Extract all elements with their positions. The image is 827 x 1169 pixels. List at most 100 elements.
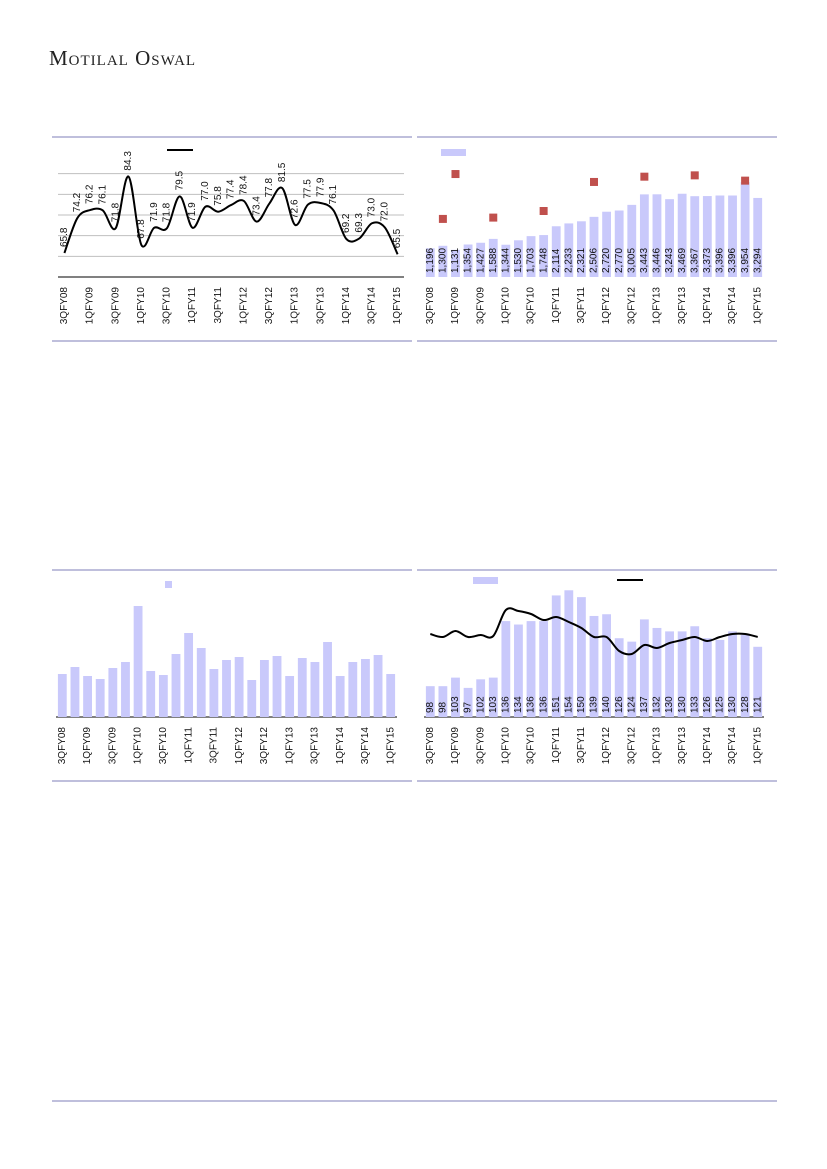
data-label: 65.8 [59, 227, 70, 247]
data-label: 79.5 [174, 170, 185, 190]
data-label: 2,233 [563, 248, 574, 273]
bar [425, 686, 435, 717]
x-tick-label: 1QFY10 [500, 287, 511, 325]
data-label: 3,294 [752, 248, 763, 273]
data-label: 2,114 [551, 248, 562, 273]
data-label: 3,396 [727, 248, 738, 273]
data-label: 1,748 [538, 248, 549, 273]
x-tick-label: 3QFY12 [259, 727, 270, 765]
data-label: 77.4 [226, 179, 237, 199]
bar [740, 182, 750, 277]
bar [234, 657, 244, 717]
data-label: 136 [538, 696, 549, 713]
bar [577, 597, 586, 717]
bar [501, 621, 511, 717]
bar [247, 680, 257, 717]
bar [146, 671, 156, 717]
bar [373, 655, 383, 717]
data-label: 154 [563, 696, 574, 713]
bar [121, 662, 130, 717]
data-label: 133 [689, 696, 700, 713]
data-label: 121 [752, 696, 763, 713]
x-tick-label: 3QFY11 [576, 287, 587, 324]
bar [259, 660, 269, 717]
x-tick-label: 3QFY09 [475, 727, 486, 765]
data-label: 2,770 [614, 248, 625, 273]
x-tick-label: 1QFY15 [752, 287, 763, 325]
x-tick-label: 1QFY09 [450, 727, 461, 765]
bar [551, 595, 561, 717]
x-tick-label: 1QFY14 [702, 727, 713, 765]
data-label: 1,427 [475, 248, 486, 273]
bar [652, 627, 662, 717]
x-tick-label: 1QFY15 [385, 727, 396, 765]
data-label: 72.0 [379, 201, 390, 221]
data-label: 65.5 [392, 228, 403, 248]
bar [564, 590, 574, 717]
x-tick-label: 3QFY10 [526, 287, 537, 325]
data-label: 134 [513, 696, 524, 713]
bar [476, 679, 486, 717]
data-label: 69.3 [354, 213, 365, 233]
x-tick-label: 3QFY08 [425, 727, 436, 765]
data-label: 98 [425, 701, 436, 713]
bar [702, 638, 712, 717]
data-label: 132 [652, 696, 663, 713]
data-label: 75.8 [213, 186, 224, 206]
bar [285, 676, 295, 717]
bar [677, 193, 687, 277]
x-tick-label: 3QFY12 [626, 287, 637, 325]
data-label: 3,443 [639, 248, 650, 273]
legends [165, 149, 643, 588]
data-label: 130 [677, 696, 688, 713]
bar [526, 621, 536, 717]
bar [577, 221, 586, 277]
data-label: 97 [463, 701, 474, 713]
data-label: 128 [740, 696, 751, 713]
data-label: 77.0 [200, 181, 211, 201]
bar [526, 236, 536, 277]
x-tick-label: 3QFY14 [360, 727, 371, 765]
x-tick-label: 3QFY10 [158, 727, 169, 765]
bar [665, 199, 674, 277]
bar [677, 631, 687, 717]
bar [551, 226, 561, 277]
data-label: 98 [438, 701, 449, 713]
bar [690, 626, 700, 717]
data-label: 76.1 [97, 185, 108, 205]
marker [640, 172, 649, 181]
data-label: 103 [488, 696, 499, 713]
bar [297, 658, 307, 717]
data-label: 151 [551, 696, 562, 713]
x-tick-label: 3QFY12 [264, 287, 275, 325]
data-label: 2,720 [601, 248, 612, 273]
bar [614, 638, 624, 717]
x-tick-label: 1QFY11 [551, 727, 562, 764]
data-label: 3,469 [677, 248, 688, 273]
x-tick-label: 3QFY13 [315, 287, 326, 325]
bar [602, 211, 611, 277]
data-label: 77.9 [315, 177, 326, 197]
data-label: 126 [702, 696, 713, 713]
x-tick-label: 1QFY10 [133, 727, 144, 765]
x-tick-label: 3QFY10 [526, 727, 537, 765]
data-label: 136 [500, 696, 511, 713]
bar [209, 669, 219, 717]
bar [438, 245, 448, 277]
legend-swatch [165, 581, 172, 588]
data-label: 1,131 [450, 248, 461, 273]
bar [451, 249, 460, 277]
bar [639, 194, 649, 277]
x-tick-label: 1QFY12 [601, 727, 612, 765]
bar [627, 641, 637, 717]
x-tick-label: 1QFY15 [392, 287, 403, 325]
x-tick-label: 1QFY14 [335, 727, 346, 765]
x-tick-label: 1QFY09 [450, 287, 461, 325]
bar [463, 244, 473, 277]
data-label: 74.2 [72, 192, 83, 212]
bar [715, 195, 725, 277]
data-label: 3,446 [652, 248, 663, 273]
data-label: 1,588 [488, 248, 499, 273]
bar [310, 662, 320, 717]
